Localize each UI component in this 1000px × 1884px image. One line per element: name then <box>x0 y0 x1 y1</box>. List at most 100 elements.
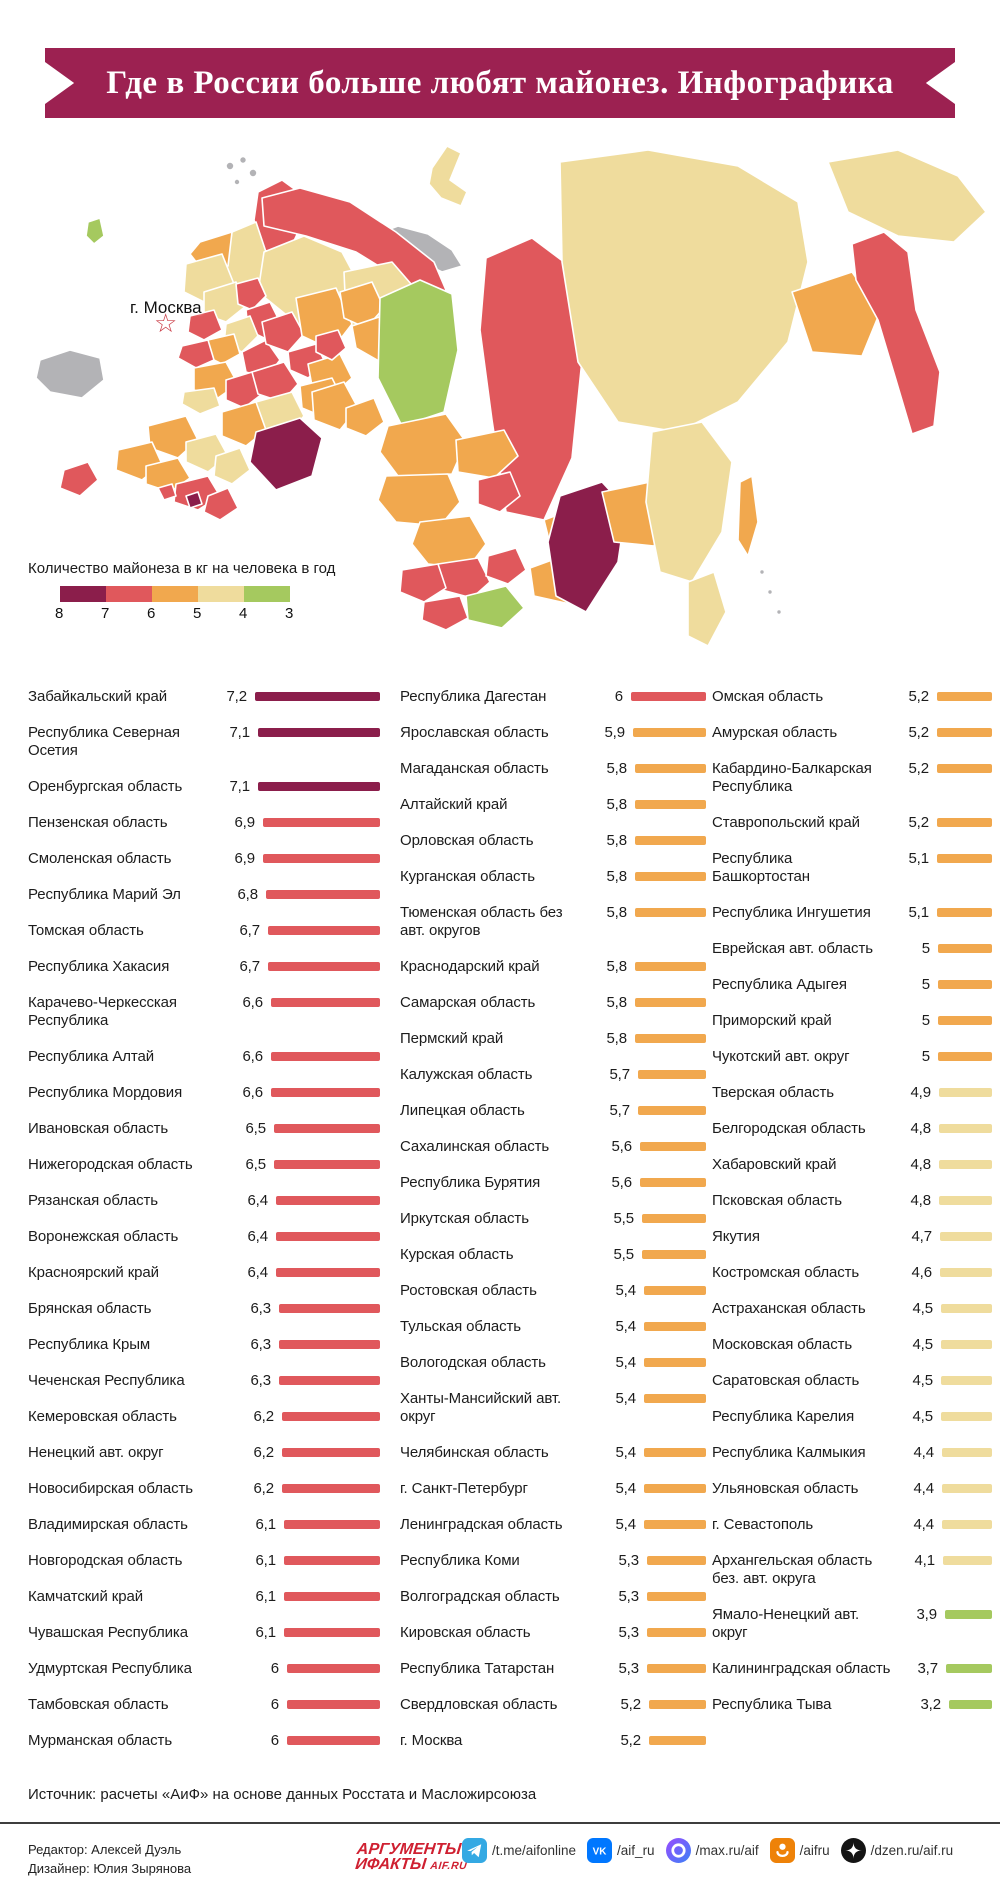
region-value-bar <box>647 1556 706 1565</box>
map-region <box>35 349 105 399</box>
region-row: г. Санкт-Петербург 5,4 <box>400 1480 706 1498</box>
region-value-bar <box>642 1214 706 1223</box>
region-value: 3,7 <box>917 1660 938 1677</box>
telegram-link[interactable]: /t.me/aifonline <box>462 1838 576 1863</box>
ok-link[interactable]: /aifru <box>769 1838 830 1863</box>
map-region <box>547 481 627 613</box>
region-value: 7,1 <box>229 778 250 795</box>
legend-swatch <box>198 586 244 602</box>
region-value: 5,2 <box>620 1696 641 1713</box>
region-row: Воронежская область 6,4 <box>28 1228 380 1246</box>
region-name: Нижегородская область <box>28 1156 193 1173</box>
region-value: 5,3 <box>618 1624 639 1641</box>
map-region <box>225 371 263 409</box>
map-region <box>477 471 521 513</box>
region-value: 5,3 <box>618 1588 639 1605</box>
region-value: 5,4 <box>615 1282 636 1299</box>
region-value-bar <box>939 1196 992 1205</box>
region-value-bar <box>647 1664 706 1673</box>
telegram-icon <box>462 1838 487 1863</box>
dzen-link[interactable]: /dzen.ru/aif.ru <box>840 1838 953 1863</box>
region-name: г. Москва <box>400 1732 463 1749</box>
region-name: Республика Адыгея <box>712 976 847 993</box>
region-name: Пензенская область <box>28 814 168 831</box>
region-name: Самарская область <box>400 994 536 1011</box>
max-link[interactable]: /max.ru/aif <box>665 1838 759 1863</box>
region-row: Мурманская область 6 <box>28 1732 380 1750</box>
map-region <box>485 547 527 585</box>
region-value: 5,8 <box>606 796 627 813</box>
map-region <box>238 155 248 165</box>
region-value-bar <box>941 1304 992 1313</box>
legend-swatch <box>106 586 152 602</box>
region-value-bar <box>263 818 380 827</box>
map-region <box>315 329 347 361</box>
region-value-bar <box>284 1556 380 1565</box>
region-value: 5 <box>921 1048 930 1065</box>
region-value: 6,2 <box>253 1444 274 1461</box>
region-value-bar <box>633 728 706 737</box>
region-name: Свердловская область <box>400 1696 558 1713</box>
aif-logo-line1: АРГУМЕНТЫ <box>356 1841 463 1858</box>
region-row: Оренбургская область 7,1 <box>28 778 380 796</box>
map-region <box>177 339 215 369</box>
region-row: Иркутская область 5,5 <box>400 1210 706 1228</box>
region-name: Республика Бурятия <box>400 1174 541 1191</box>
legend-swatch <box>60 586 106 602</box>
region-value: 6,3 <box>250 1336 271 1353</box>
map-region <box>249 417 323 491</box>
region-value-bar <box>287 1736 380 1745</box>
region-value-bar <box>942 1448 992 1457</box>
region-value: 6,1 <box>255 1552 276 1569</box>
region-name: Липецкая область <box>400 1102 525 1119</box>
region-value: 5,4 <box>615 1318 636 1335</box>
region-value: 5,5 <box>613 1246 634 1263</box>
editor-credit: Редактор: Алексей Дуэль <box>28 1842 182 1857</box>
designer-credit: Дизайнер: Юлия Зырянова <box>28 1861 192 1876</box>
region-value: 4,5 <box>912 1336 933 1353</box>
region-name: Чеченская Республика <box>28 1372 185 1389</box>
region-list-column-3: Омская область 5,2 Амурская область 5,2 Каба… <box>712 688 992 1732</box>
region-value: 6 <box>270 1732 279 1749</box>
region-value: 5,8 <box>606 832 627 849</box>
region-value-bar <box>644 1286 706 1295</box>
region-value-bar <box>258 782 380 791</box>
region-row: Тверская область 4,9 <box>712 1084 992 1102</box>
region-value-bar <box>266 890 380 899</box>
russian-regions <box>59 145 987 647</box>
region-value-bar <box>949 1700 992 1709</box>
region-name: Новгородская область <box>28 1552 183 1569</box>
region-name: Иркутская область <box>400 1210 529 1227</box>
region-row: Республика Татарстан 5,3 <box>400 1660 706 1678</box>
region-name: Новосибирская область <box>28 1480 193 1497</box>
vk-icon: VK <box>587 1838 613 1863</box>
region-row: Республика Карелия 4,5 <box>712 1408 992 1426</box>
region-value-bar <box>635 1034 706 1043</box>
region-name: Тюменская область без авт. округов <box>400 904 563 939</box>
region-value: 6,3 <box>250 1300 271 1317</box>
region-row: Ивановская область 6,5 <box>28 1120 380 1138</box>
legend-swatch <box>152 586 198 602</box>
region-row: г. Севастополь 4,4 <box>712 1516 992 1534</box>
region-name: Еврейская авт. область <box>712 940 873 957</box>
region-value: 5,4 <box>615 1480 636 1497</box>
region-value: 5,4 <box>615 1354 636 1371</box>
region-value: 6,2 <box>253 1408 274 1425</box>
region-name: Кемеровская область <box>28 1408 177 1425</box>
region-value: 5 <box>921 940 930 957</box>
vk-link[interactable]: VK /aif_ru <box>587 1838 655 1863</box>
region-value-bar <box>649 1736 706 1745</box>
aif-logo-line2: ИФАКТЫ AIF.RU <box>354 1856 468 1873</box>
region-name: Саратовская область <box>712 1372 860 1389</box>
map-region <box>758 568 766 576</box>
region-name: Мурманская область <box>28 1732 173 1749</box>
region-name: Удмуртская Республика <box>28 1660 192 1677</box>
map-region <box>377 279 459 427</box>
map-region <box>203 487 239 521</box>
region-row: Смоленская область 6,9 <box>28 850 380 868</box>
region-name: Чукотский авт. округ <box>712 1048 850 1065</box>
region-value: 6 <box>270 1660 279 1677</box>
region-value: 5,2 <box>908 688 929 705</box>
region-value-bar <box>940 1232 992 1241</box>
region-value: 4,8 <box>910 1156 931 1173</box>
